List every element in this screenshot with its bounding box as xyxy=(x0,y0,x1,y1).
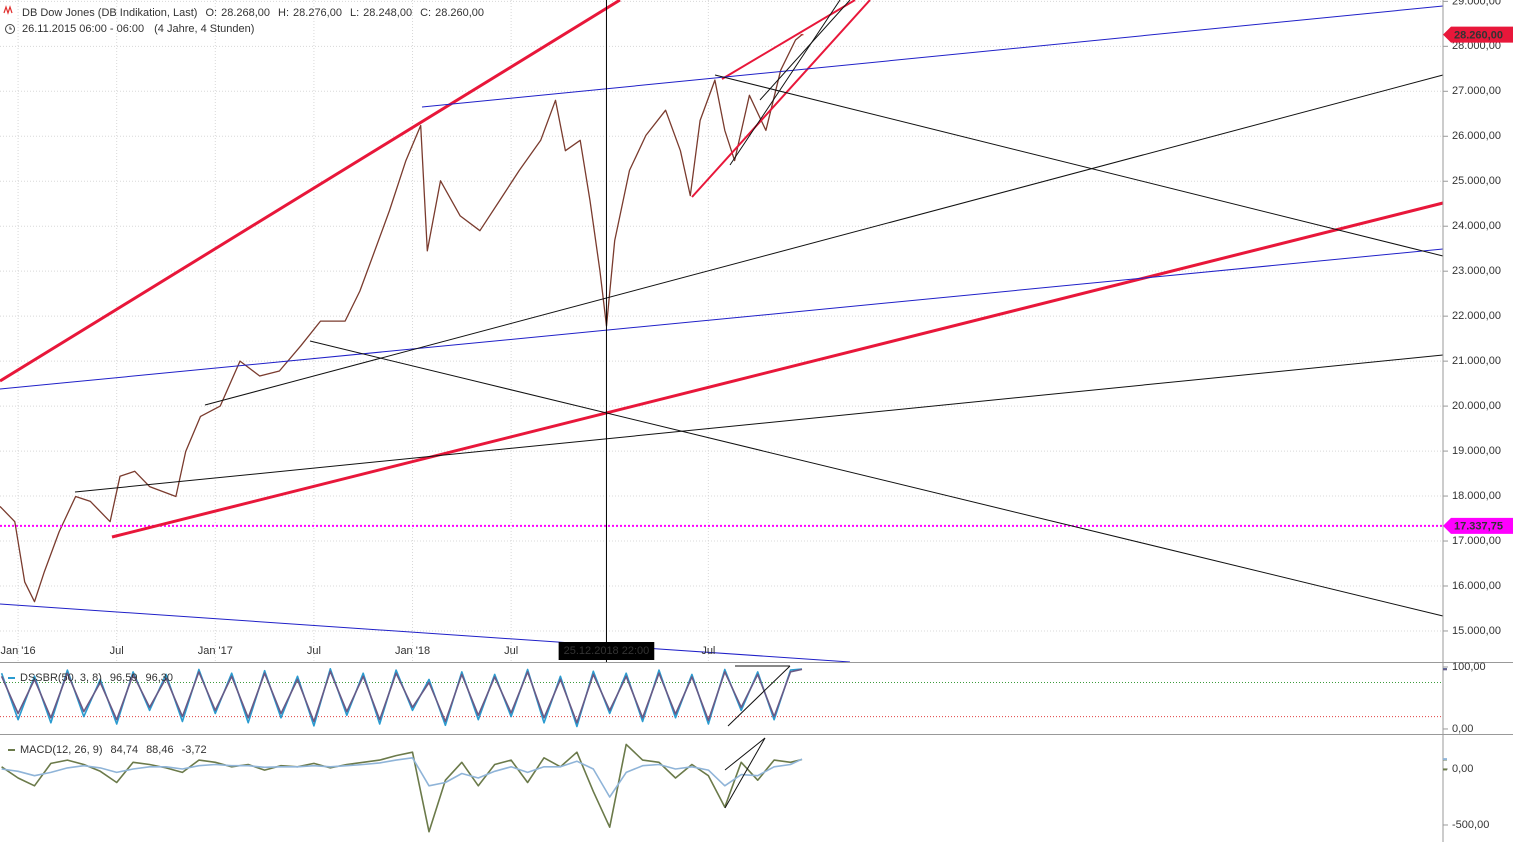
y-tick-label: 16.000,00 xyxy=(1452,580,1501,592)
trendline xyxy=(74,354,1444,493)
series-line xyxy=(1,743,803,833)
y-tick-label: 20.000,00 xyxy=(1452,400,1501,412)
x-tick-label: Jul xyxy=(504,645,518,657)
x-tick-label: Jan '18 xyxy=(395,645,430,657)
trendline xyxy=(724,737,766,809)
trendline xyxy=(0,248,1444,390)
trendline xyxy=(0,0,621,383)
trendline xyxy=(204,74,1444,406)
y-tick-label: 24.000,00 xyxy=(1452,220,1501,232)
readout-value: -3,72 xyxy=(182,744,207,756)
ohlc-label: H: xyxy=(278,7,289,19)
series-line xyxy=(0,668,803,724)
legend-swatch xyxy=(8,677,15,679)
series-line xyxy=(0,34,803,603)
ohlc-label: L: xyxy=(350,7,359,19)
series-line xyxy=(1,756,803,798)
price-tag-label: 28.260,00 xyxy=(1454,30,1503,42)
crosshair-label-bg xyxy=(558,642,655,660)
y-tick-label: 0,00 xyxy=(1452,763,1473,775)
grid xyxy=(0,0,1443,718)
crosshair-label: 25.12.2018 22:00 xyxy=(564,645,650,657)
y-tick-label: 23.000,00 xyxy=(1452,265,1501,277)
y-tick-label: 15.000,00 xyxy=(1452,625,1501,637)
price-tag xyxy=(1443,517,1513,534)
x-tick-label: Jul xyxy=(307,645,321,657)
ohlc-label: O: xyxy=(205,7,217,19)
readout-value: 84,74 xyxy=(111,744,139,756)
readout-value: 96,59 xyxy=(110,672,138,684)
trendline xyxy=(759,0,851,101)
ohlc-value: 28.268,00 xyxy=(221,7,270,19)
ohlc-value: 28.248,00 xyxy=(363,7,412,19)
trendlines xyxy=(0,0,1444,809)
ohlc-value: 28.276,00 xyxy=(293,7,342,19)
trendline xyxy=(714,74,1444,257)
panel-title: MACD(12, 26, 9) xyxy=(20,744,103,756)
readout-value: 88,46 xyxy=(146,744,174,756)
ohlc-value: 28.260,00 xyxy=(435,7,484,19)
y-tick-label: 25.000,00 xyxy=(1452,175,1501,187)
y-tick-label: 28.000,00 xyxy=(1452,40,1501,52)
y-tick-label: -500,00 xyxy=(1452,819,1489,831)
y-tick-label: 19.000,00 xyxy=(1452,445,1501,457)
y-tick-label: 29.000,00 xyxy=(1452,0,1501,7)
ohlc-label: C: xyxy=(420,7,431,19)
y-tick-label: 26.000,00 xyxy=(1452,130,1501,142)
trendline xyxy=(0,603,851,663)
data xyxy=(0,33,1443,833)
trendline xyxy=(421,5,1444,108)
candle-body xyxy=(800,34,804,36)
y-tick-label: 17.000,00 xyxy=(1452,535,1501,547)
price-tag xyxy=(1443,26,1513,43)
y-tick-label: 22.000,00 xyxy=(1452,310,1501,322)
x-tick-label: Jan '16 xyxy=(1,645,36,657)
y-tick-label: 27.000,00 xyxy=(1452,85,1501,97)
x-tick-label: Jul xyxy=(110,645,124,657)
trendline xyxy=(729,0,841,166)
legend-swatch xyxy=(8,749,15,751)
axis-background xyxy=(1443,0,1513,842)
trendline xyxy=(727,665,791,727)
readout-value: 96,30 xyxy=(145,672,173,684)
y-tick-label: 18.000,00 xyxy=(1452,490,1501,502)
panel-title: DSSBR(50, 3, 8) xyxy=(20,672,102,684)
trendline xyxy=(309,340,1444,617)
clock-hand xyxy=(9,26,12,30)
x-tick-label: Jan '17 xyxy=(198,645,233,657)
chart-title: DB Dow Jones (DB Indikation, Last) xyxy=(22,7,197,19)
trendline xyxy=(724,737,766,771)
price-tag-label: 17.337,75 xyxy=(1454,521,1503,533)
trendline xyxy=(721,0,856,80)
chart-period: (4 Jahre, 4 Stunden) xyxy=(154,23,254,35)
y-tick-label: 0,00 xyxy=(1452,723,1473,735)
icon xyxy=(3,5,13,15)
y-tick-label: 21.000,00 xyxy=(1452,355,1501,367)
header-icon xyxy=(3,5,15,34)
x-tick-label: Jul xyxy=(701,645,715,657)
clock-icon xyxy=(5,24,15,34)
y-tick-label: 100,00 xyxy=(1452,661,1486,673)
trendline xyxy=(691,0,871,198)
chart-subtitle: 26.11.2015 06:00 - 06:00 xyxy=(22,23,144,35)
trendline xyxy=(111,201,1444,539)
